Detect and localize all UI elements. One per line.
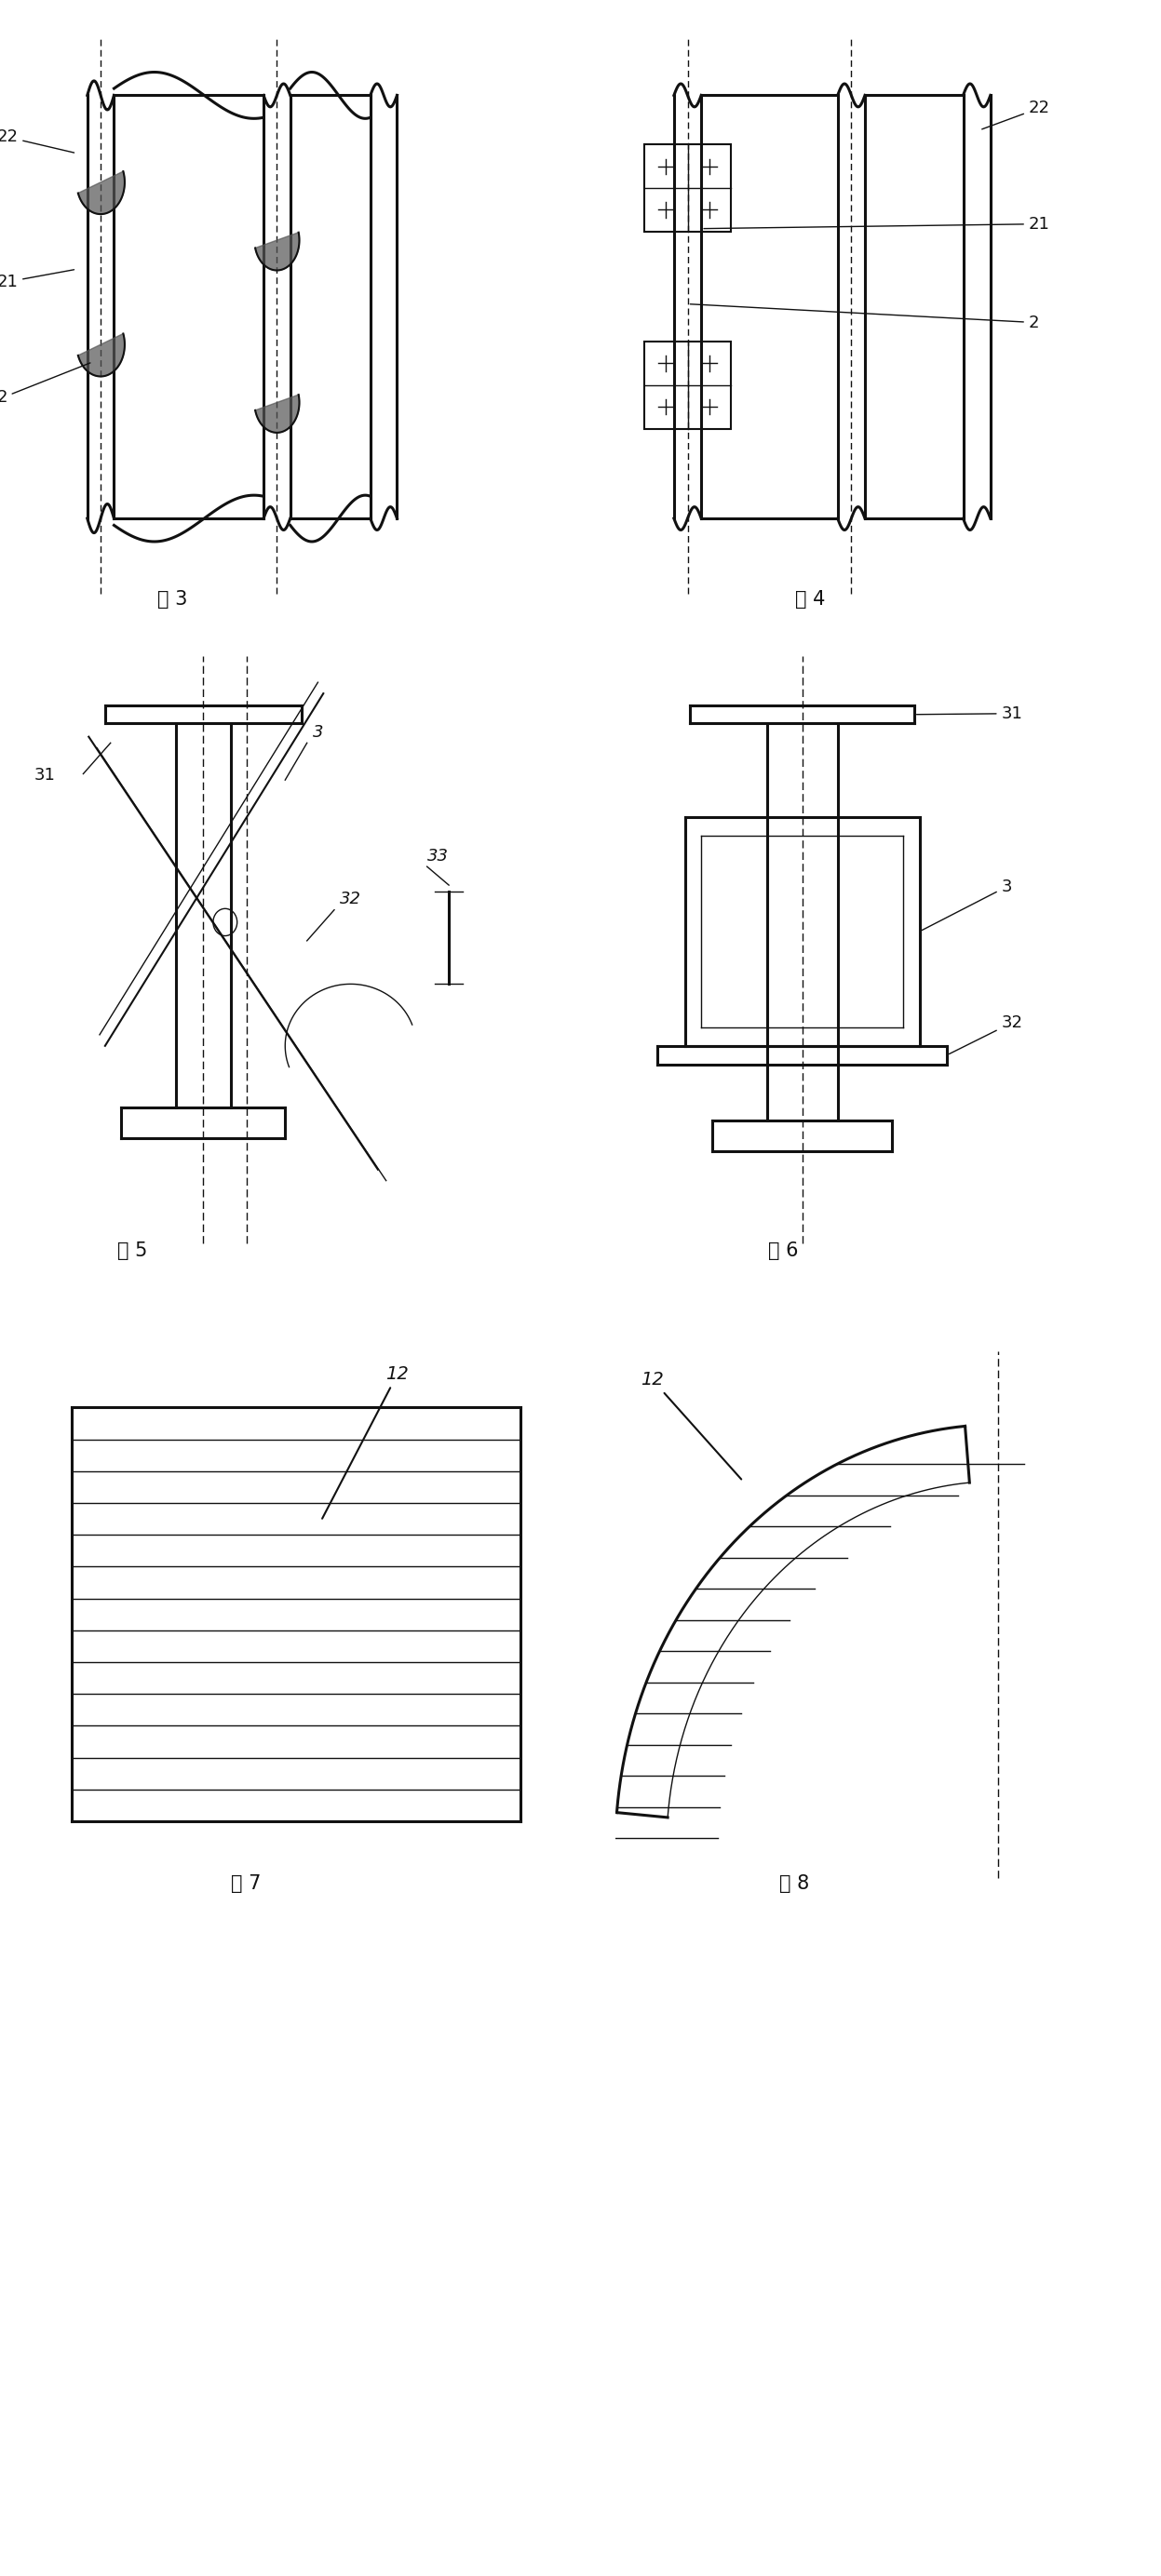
Text: 31: 31 xyxy=(34,768,56,783)
Text: 21: 21 xyxy=(0,270,74,291)
Text: 图 4: 图 4 xyxy=(795,590,825,608)
Text: 22: 22 xyxy=(0,129,74,152)
Text: 33: 33 xyxy=(427,848,448,863)
Polygon shape xyxy=(255,394,300,433)
Text: 12: 12 xyxy=(323,1365,409,1520)
Text: 31: 31 xyxy=(917,706,1023,721)
Text: 21: 21 xyxy=(704,216,1050,232)
Polygon shape xyxy=(255,232,300,270)
Text: 2: 2 xyxy=(690,304,1039,330)
Polygon shape xyxy=(78,173,124,214)
Bar xyxy=(644,144,731,232)
Text: 图 6: 图 6 xyxy=(767,1242,799,1260)
Text: 32: 32 xyxy=(340,891,361,907)
Text: 22: 22 xyxy=(982,100,1050,129)
Text: 图 7: 图 7 xyxy=(231,1875,261,1893)
Bar xyxy=(644,343,731,428)
Text: 图 3: 图 3 xyxy=(158,590,188,608)
Text: 3: 3 xyxy=(922,878,1012,930)
Text: 12: 12 xyxy=(641,1370,742,1479)
Text: 3: 3 xyxy=(312,724,323,739)
Text: 2: 2 xyxy=(0,363,91,407)
Text: 32: 32 xyxy=(949,1015,1023,1054)
Text: 图 8: 图 8 xyxy=(779,1875,809,1893)
Polygon shape xyxy=(78,335,124,376)
Text: 图 5: 图 5 xyxy=(117,1242,147,1260)
